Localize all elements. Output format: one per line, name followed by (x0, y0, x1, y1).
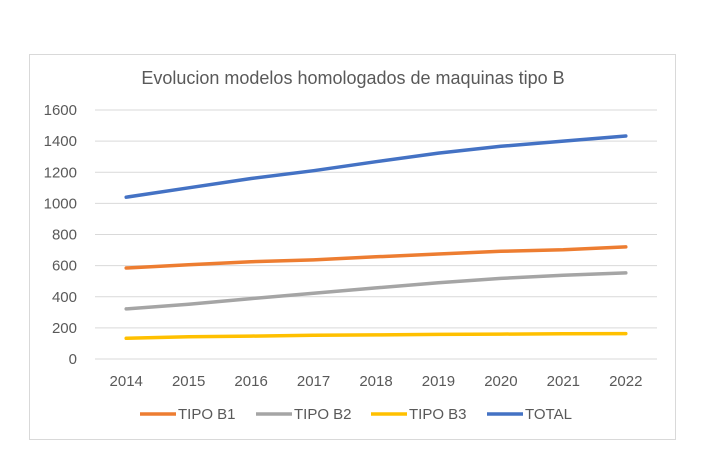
series-line-tipo-b3 (124, 331, 628, 341)
legend-label: TIPO B2 (294, 406, 352, 423)
series-line-tipo-b2 (124, 271, 628, 311)
x-tick-label: 2016 (234, 373, 267, 390)
x-tick-label: 2015 (172, 373, 205, 390)
x-tick-label: 2019 (422, 373, 455, 390)
x-tick-label: 2014 (110, 373, 143, 390)
legend-item-total: TOTAL (487, 406, 572, 423)
y-tick-label: 400 (52, 289, 77, 306)
y-tick-label: 0 (69, 351, 77, 368)
x-tick-label: 2018 (359, 373, 392, 390)
chart-title: Evolucion modelos homologados de maquina… (141, 68, 564, 88)
y-tick-label: 200 (52, 320, 77, 337)
series-line-tipo-b1 (124, 245, 628, 270)
legend-item-tipo-b2: TIPO B2 (256, 406, 352, 423)
chart-frame (29, 54, 676, 440)
legend-item-tipo-b3: TIPO B3 (371, 406, 467, 423)
series-lines (124, 134, 628, 341)
y-tick-label: 600 (52, 258, 77, 275)
legend-item-tipo-b1: TIPO B1 (140, 406, 236, 423)
y-tick-label: 1000 (44, 195, 77, 212)
x-tick-label: 2022 (609, 373, 642, 390)
y-axis-tick-labels: 0 200 400 600 800 1000 1200 1400 1600 (44, 102, 77, 368)
y-tick-label: 1600 (44, 102, 77, 119)
legend: TIPO B1 TIPO B2 TIPO B3 TOTAL (140, 406, 572, 423)
y-tick-label: 1400 (44, 133, 77, 150)
series-line-total (124, 134, 628, 199)
y-tick-label: 800 (52, 227, 77, 244)
legend-label: TOTAL (525, 406, 572, 423)
legend-label: TIPO B3 (409, 406, 467, 423)
legend-label: TIPO B1 (178, 406, 236, 423)
gridlines (95, 109, 657, 360)
x-axis-tick-labels: 2014 2015 2016 2017 2018 2019 2020 2021 2022 (110, 373, 643, 390)
x-tick-label: 2017 (297, 373, 330, 390)
x-tick-label: 2021 (547, 373, 580, 390)
y-tick-label: 1200 (44, 164, 77, 181)
x-tick-label: 2020 (484, 373, 517, 390)
